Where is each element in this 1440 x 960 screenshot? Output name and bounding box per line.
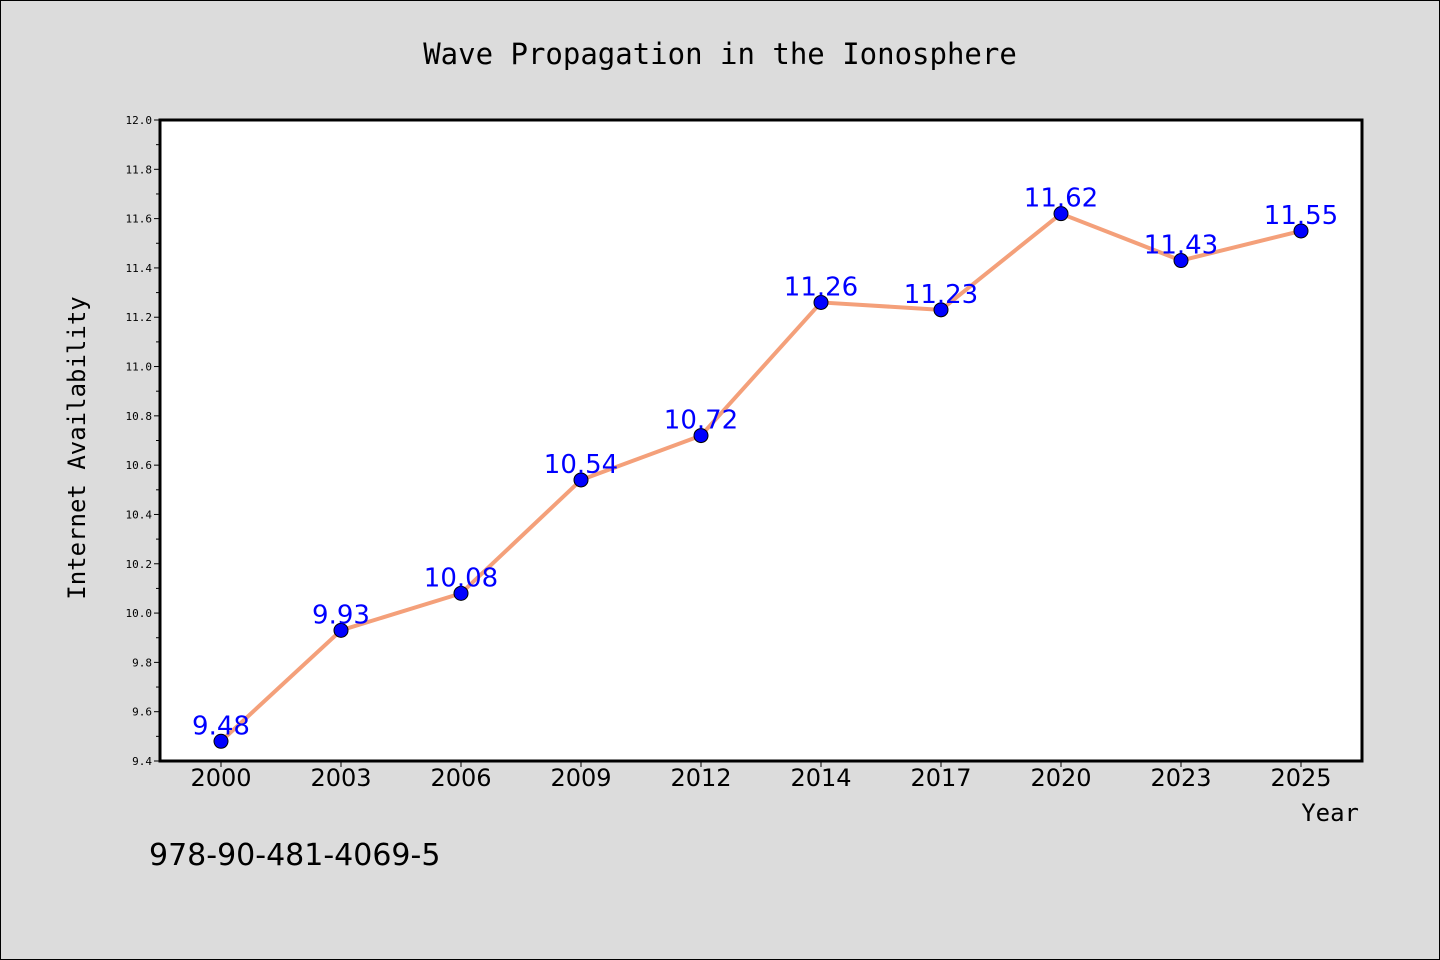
x-tick-label: 2014 bbox=[790, 764, 851, 792]
data-label: 10.54 bbox=[544, 450, 618, 480]
y-tick-label: 11.0 bbox=[126, 361, 153, 374]
x-tick-label: 2009 bbox=[550, 764, 611, 792]
data-point bbox=[813, 294, 829, 310]
data-label: 9.93 bbox=[312, 600, 370, 630]
series-line bbox=[219, 211, 1302, 743]
chart-title: Wave Propagation in the Ionosphere bbox=[423, 37, 1017, 71]
data-label: 11.62 bbox=[1024, 184, 1098, 214]
y-tick-label: 11.4 bbox=[126, 262, 153, 275]
series-layer bbox=[213, 206, 1309, 749]
data-point bbox=[1293, 223, 1309, 239]
y-tick-label: 11.6 bbox=[126, 213, 153, 226]
data-label: 9.48 bbox=[192, 711, 250, 741]
x-axis: 2000 2003 2006 2009 2012 2014 2017 2020 2023 2025 bbox=[190, 761, 1332, 792]
data-label: 10.72 bbox=[664, 406, 738, 436]
data-point bbox=[1053, 206, 1069, 222]
plot-area bbox=[158, 118, 1364, 763]
x-tick-label: 2017 bbox=[910, 764, 971, 792]
y-tick-label: 10.2 bbox=[126, 558, 153, 571]
y-tick-label: 9.6 bbox=[132, 706, 152, 719]
data-point bbox=[573, 472, 589, 488]
y-tick-label: 11.2 bbox=[126, 311, 153, 324]
x-tick-label: 2000 bbox=[190, 764, 251, 792]
data-point bbox=[693, 428, 709, 444]
data-point bbox=[1173, 253, 1189, 269]
y-tick-label: 11.8 bbox=[126, 163, 153, 176]
data-point bbox=[933, 302, 949, 318]
isbn-annotation: 978-90-481-4069-5 bbox=[149, 838, 440, 873]
data-label: 11.43 bbox=[1144, 231, 1218, 261]
data-point bbox=[333, 622, 349, 638]
data-label: 11.55 bbox=[1264, 201, 1338, 231]
y-tick-label: 9.8 bbox=[132, 656, 152, 669]
data-label: 10.08 bbox=[424, 563, 498, 593]
y-tick-label: 12.0 bbox=[126, 114, 153, 127]
y-axis: 9.4 9.6 9.8 10.0 10.2 10.4 10.6 10.8 11.0 11.2 11.… bbox=[126, 114, 160, 768]
y-tick-label: 9.4 bbox=[132, 755, 152, 768]
data-point bbox=[453, 585, 469, 601]
y-tick-label: 10.8 bbox=[126, 410, 153, 423]
x-tick-label: 2006 bbox=[430, 764, 491, 792]
data-point bbox=[213, 733, 229, 749]
x-tick-label: 2003 bbox=[310, 764, 371, 792]
y-axis-label: Internet Availability bbox=[63, 296, 91, 599]
y-tick-label: 10.0 bbox=[126, 607, 153, 620]
x-tick-label: 2020 bbox=[1030, 764, 1091, 792]
x-tick-label: 2025 bbox=[1270, 764, 1331, 792]
data-labels: 9.48 9.93 10.08 10.54 10.72 11.26 11.23 11.62 11… bbox=[192, 184, 1338, 742]
data-label: 11.26 bbox=[784, 272, 858, 302]
y-tick-label: 10.4 bbox=[126, 508, 153, 521]
x-axis-label: Year bbox=[1301, 799, 1359, 827]
y-tick-label: 10.6 bbox=[126, 459, 153, 472]
x-tick-label: 2012 bbox=[670, 764, 731, 792]
data-label: 11.23 bbox=[904, 280, 978, 310]
x-tick-label: 2023 bbox=[1150, 764, 1211, 792]
